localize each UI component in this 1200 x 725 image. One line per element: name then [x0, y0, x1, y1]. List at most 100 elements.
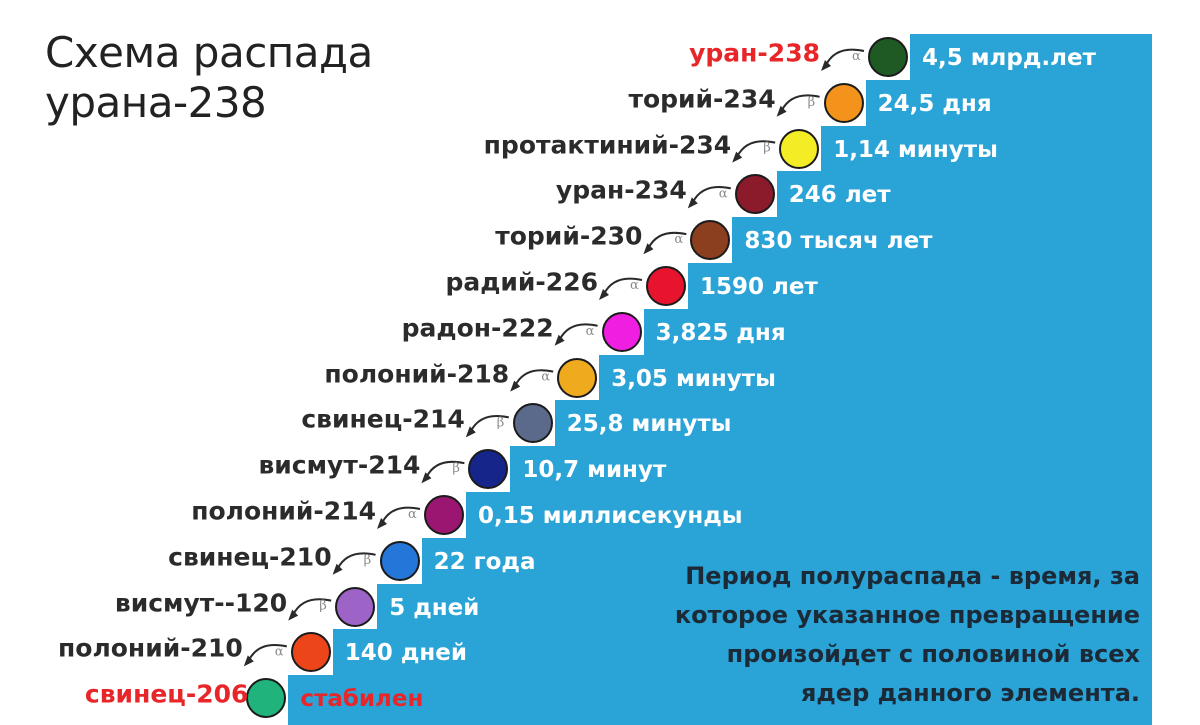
half-life-label: 5 дней — [389, 594, 480, 621]
nuclide-circle — [468, 449, 509, 490]
decay-type-label: α — [275, 644, 284, 659]
nuclide-circle — [335, 586, 376, 627]
decay-type-label: α — [541, 370, 550, 385]
nuclide-name: висмут-214 — [258, 450, 421, 480]
diagram-title: Схема распада урана-238 — [45, 28, 373, 128]
decay-arrow-head — [243, 655, 254, 667]
nuclide-circle — [379, 540, 420, 581]
decay-type-label: α — [586, 324, 595, 339]
decay-arrow-line — [425, 460, 465, 478]
nuclide-circle — [734, 174, 775, 215]
decay-arrow: α — [599, 277, 643, 300]
half-life-label: 0,15 миллисекунды — [478, 503, 743, 529]
decay-type-label: α — [719, 186, 728, 201]
note-line: произойдет с половиной всех — [726, 640, 1140, 668]
decay-arrow-head — [732, 151, 743, 163]
decay-arrow-head — [599, 289, 609, 300]
decay-type-label: β — [763, 141, 771, 156]
nuclide-name: уран-238 — [689, 38, 820, 68]
decay-arrow: α — [510, 369, 554, 392]
half-life-label: 830 тысяч лет — [744, 228, 933, 255]
nuclide-name: радон-222 — [401, 313, 554, 343]
decay-arrow: β — [776, 94, 820, 117]
decay-type-label: β — [364, 553, 372, 568]
decay-arrow-line — [292, 598, 332, 616]
decay-arrow-line — [825, 48, 865, 66]
decay-arrow: α — [243, 644, 288, 667]
nuclide-name: свинец-206 — [84, 679, 249, 709]
decay-arrow-line — [603, 277, 643, 295]
decay-arrow-line — [381, 506, 421, 524]
nuclide-circle — [823, 82, 864, 123]
nuclide-circle — [779, 128, 820, 169]
nuclide-circle — [868, 37, 908, 77]
decay-arrow-head — [776, 105, 787, 117]
decay-arrow-line — [336, 552, 376, 570]
decay-arrow-head — [332, 563, 343, 575]
half-life-note: Период полураспада - время, за которое у… — [580, 557, 1140, 713]
half-life-label: 246 лет — [788, 182, 891, 209]
decay-arrow-head — [554, 334, 565, 346]
stair-step — [288, 675, 1152, 725]
decay-arrow: α — [643, 231, 687, 255]
nuclide-name: уран-234 — [555, 175, 687, 205]
nuclide-circle — [557, 357, 598, 398]
nuclide-name: висмут--120 — [114, 588, 288, 618]
nuclide-circle — [424, 495, 464, 535]
decay-arrow-line — [469, 415, 510, 432]
decay-arrow: β — [288, 598, 332, 621]
decay-arrow: β — [332, 552, 376, 575]
decay-type-label: α — [630, 278, 639, 293]
nuclide-name: свинец-210 — [168, 542, 332, 572]
decay-type-label: β — [319, 599, 327, 614]
note-line: ядер данного элемента. — [801, 679, 1140, 707]
decay-arrow-line — [647, 231, 687, 249]
decay-type-label: α — [408, 507, 417, 522]
decay-type-label: β — [497, 415, 505, 430]
decay-arrow: α — [821, 48, 865, 71]
half-life-label: 4,5 млрд.лет — [922, 45, 1096, 71]
decay-arrow-head — [377, 518, 387, 529]
decay-arrow-line — [691, 186, 732, 203]
half-life-label: 1,14 минуты — [833, 136, 998, 163]
decay-arrow-line — [514, 369, 554, 387]
decay-arrow-head — [643, 243, 654, 255]
nuclide-circle — [646, 266, 686, 306]
half-life-label: 1590 лет — [700, 274, 818, 300]
nuclide-circle — [246, 678, 287, 719]
decay-type-label: β — [808, 95, 816, 110]
decay-arrow-head — [421, 472, 432, 484]
nuclide-circle — [512, 403, 553, 444]
decay-arrow: β — [421, 460, 465, 484]
note-line: Период полураспада - время, за — [685, 562, 1140, 590]
decay-arrow: α — [554, 323, 598, 346]
decay-arrow-head — [288, 609, 299, 621]
decay-arrow-head — [465, 426, 476, 438]
nuclide-name: полоний-218 — [324, 359, 510, 389]
nuclide-name: торий-234 — [628, 84, 776, 114]
decay-arrow: β — [465, 415, 510, 438]
decay-arrow-head — [821, 60, 831, 71]
decay-arrow: β — [732, 140, 776, 163]
half-life-label: 140 дней — [344, 640, 467, 667]
half-life-label: 3,05 минуты — [611, 365, 776, 392]
decay-arrow-head — [510, 380, 521, 392]
nuclide-name: протактиний-234 — [483, 130, 732, 160]
decay-arrow: α — [687, 186, 732, 209]
half-life-label: 3,825 дня — [655, 319, 786, 346]
half-life-label: 25,8 минуты — [566, 411, 732, 438]
decay-type-label: α — [674, 232, 683, 247]
note-line: которое указанное превращение — [674, 601, 1140, 629]
decay-arrow-line — [247, 644, 288, 661]
decay-arrow-head — [687, 197, 698, 209]
nuclide-name: радий-226 — [445, 267, 598, 297]
decay-arrow-line — [558, 323, 598, 341]
decay-type-label: α — [852, 49, 861, 64]
nuclide-name: торий-230 — [495, 221, 643, 251]
nuclide-circle — [290, 632, 331, 673]
nuclide-circle — [690, 220, 731, 261]
half-life-label: 22 года — [433, 548, 536, 575]
half-life-label: стабилен — [300, 686, 424, 713]
nuclide-circle — [601, 311, 642, 352]
